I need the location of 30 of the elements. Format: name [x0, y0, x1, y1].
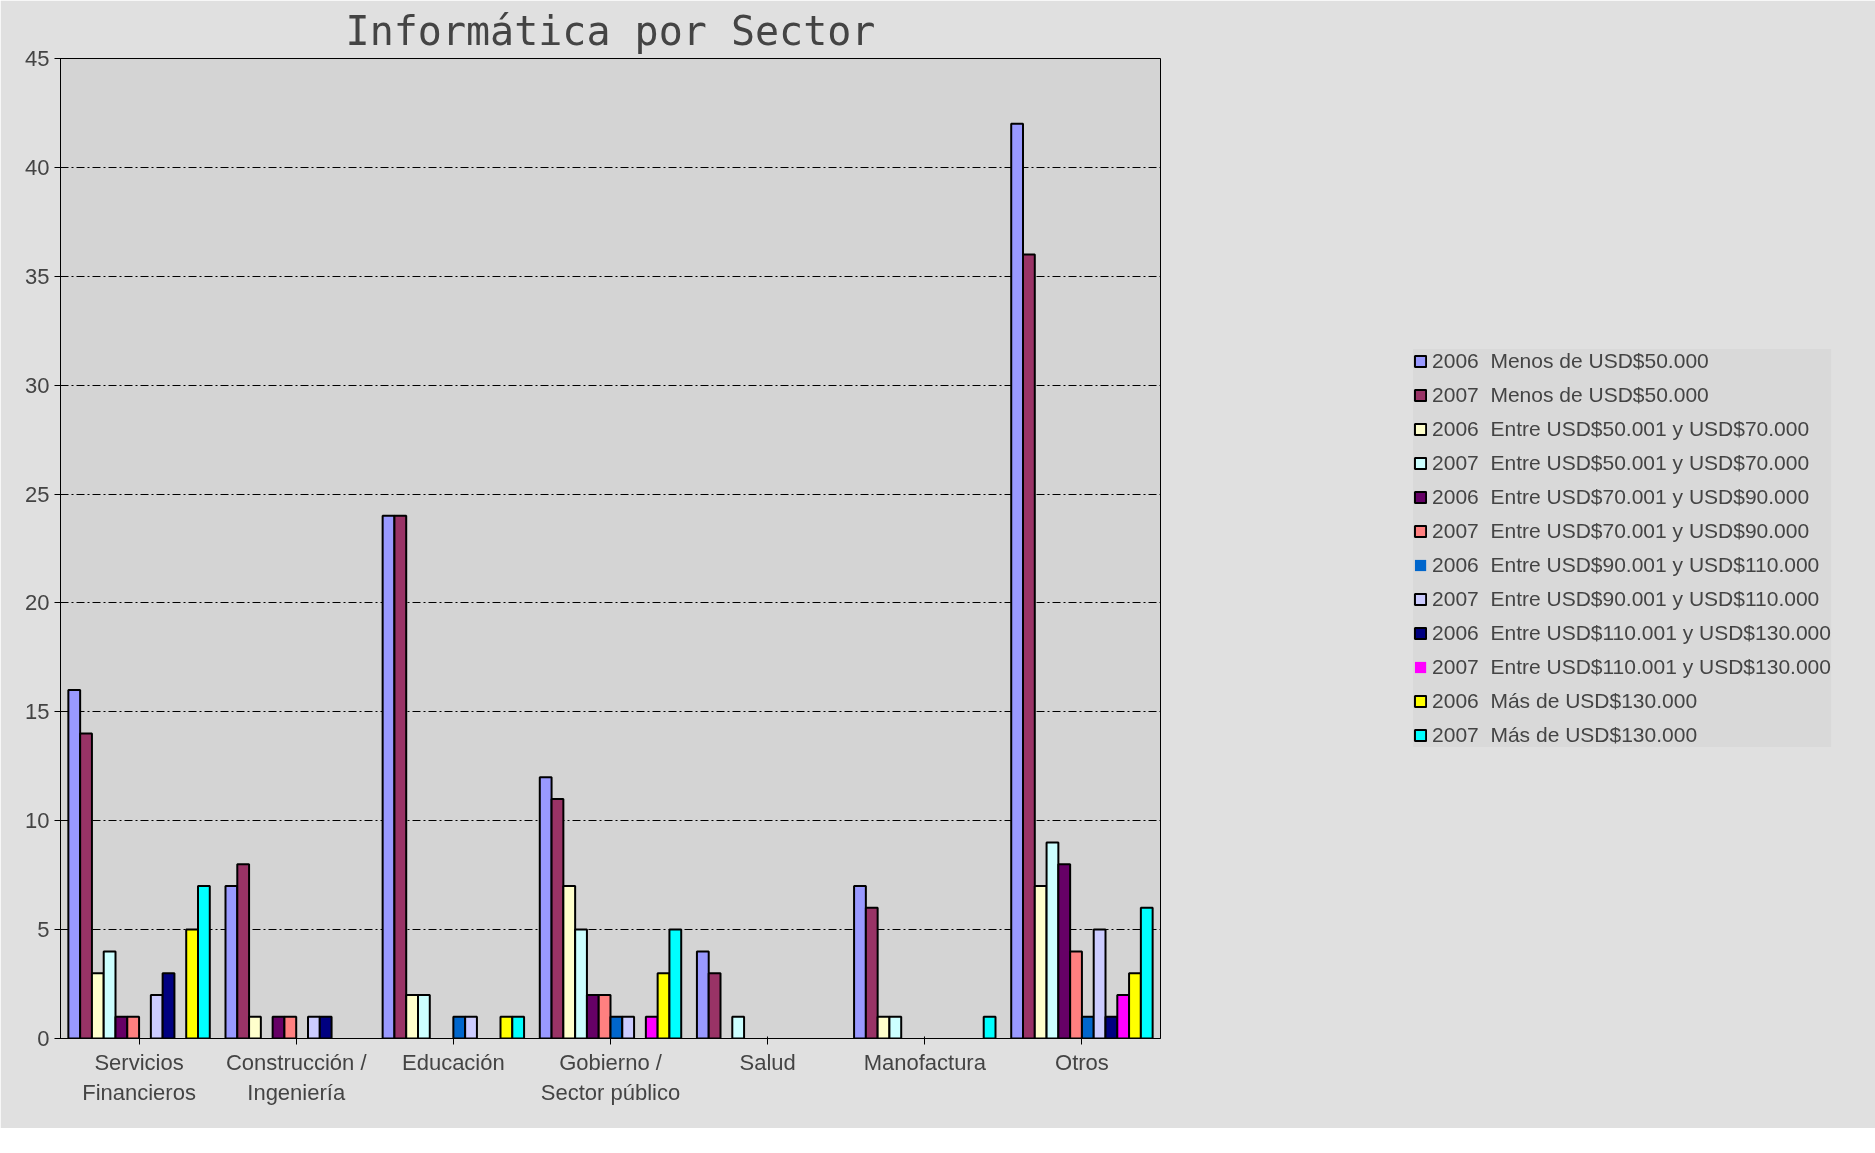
y-tick-label: 45: [25, 46, 50, 71]
legend-label: 2006 Menos de USD$50.000: [1432, 349, 1709, 373]
legend-label: 2007 Entre USD$90.001 y USD$110.000: [1432, 587, 1820, 611]
y-tick-label: 5: [37, 917, 50, 943]
chart-title: Informática por Sector: [345, 7, 876, 54]
legend-label: 2007 Entre USD$50.001 y USD$70.000: [1432, 451, 1810, 475]
x-tick-label: Construcción / Ingeniería: [225, 1049, 368, 1105]
y-tick-label: 0: [37, 1026, 50, 1051]
y-tick-label: 30: [25, 372, 50, 398]
y-tick-label: 15: [25, 699, 50, 725]
y-tick-label: 40: [25, 154, 50, 180]
y-tick-label: 25: [25, 481, 50, 507]
x-tick-label: Otros: [1055, 1049, 1109, 1075]
y-tick-label: 20: [25, 590, 50, 616]
legend-label: 2007 Entre USD$70.001 y USD$90.000: [1432, 519, 1810, 543]
legend-label: 2006 Entre USD$110.001 y USD$130.000: [1432, 621, 1831, 645]
legend-label: 2006 Entre USD$70.001 y USD$90.000: [1432, 485, 1810, 509]
x-tick-label: Salud: [739, 1049, 796, 1075]
legend-label: 2006 Entre USD$50.001 y USD$70.000: [1432, 417, 1810, 441]
x-tick-label: Manofactura: [863, 1049, 987, 1075]
y-tick-label: 35: [25, 263, 50, 289]
legend-label: 2007 Entre USD$110.001 y USD$130.000: [1432, 655, 1831, 679]
legend-label: 2006 Más de USD$130.000: [1432, 689, 1698, 713]
legend-label: 2006 Entre USD$90.001 y USD$110.000: [1432, 553, 1820, 577]
x-tick-label: Educación: [401, 1049, 505, 1075]
x-tick-label: Servicios Financieros: [82, 1049, 196, 1105]
legend-label: 2007 Más de USD$130.000: [1432, 723, 1698, 747]
y-tick-label: 10: [25, 808, 50, 834]
legend-label: 2007 Menos de USD$50.000: [1432, 383, 1709, 407]
x-tick-label: Gobierno / Sector público: [540, 1049, 681, 1105]
